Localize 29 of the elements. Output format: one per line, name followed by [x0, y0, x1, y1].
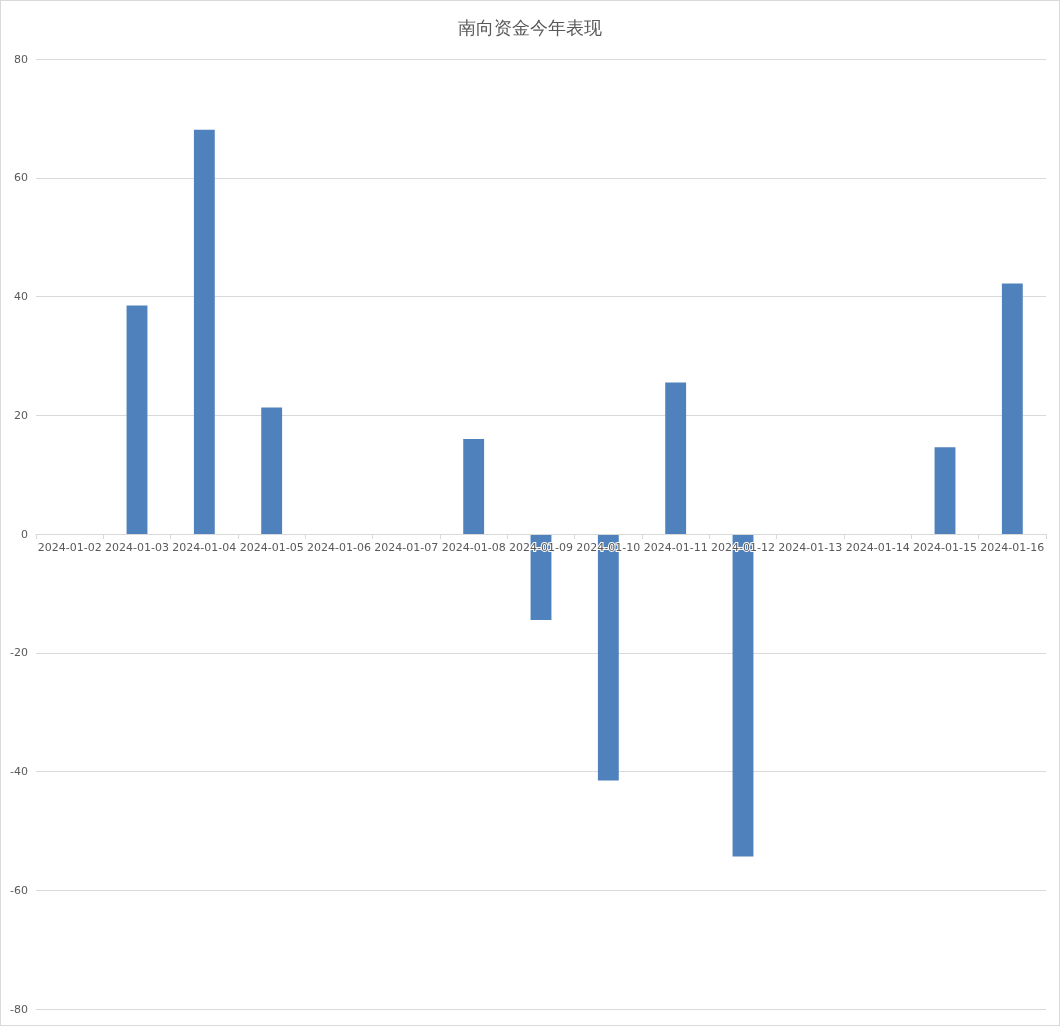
bar — [934, 447, 956, 534]
y-tick-label: -80 — [10, 1002, 28, 1016]
x-tick-label: 2024-01-13 — [778, 541, 843, 554]
y-tick-label: -40 — [10, 765, 28, 778]
x-tick-label: 2024-01-05 — [239, 541, 304, 554]
x-tick-label: 2024-01-07 — [374, 541, 439, 554]
x-tick-label: 2024-01-04 — [172, 541, 237, 554]
x-tick-label: 2024-01-03 — [105, 541, 169, 554]
bar — [665, 382, 687, 534]
y-tick-label: 0 — [21, 527, 28, 541]
y-tick-label: 60 — [14, 171, 28, 185]
x-tick-label: 2024-01-06 — [307, 541, 371, 554]
y-tick-label: 40 — [14, 290, 28, 303]
bar — [261, 407, 283, 534]
bar — [463, 439, 485, 534]
x-tick-label: 2024-01-16 — [980, 541, 1045, 554]
x-tick-label: 2024-01-15 — [913, 541, 977, 554]
x-tick-label: 2024-01-02 — [37, 541, 102, 554]
bar — [1001, 283, 1023, 534]
bar — [126, 305, 148, 534]
chart-title: 南向资金今年表现 — [458, 16, 602, 38]
x-tick-label: 2024-01-11 — [643, 541, 708, 554]
y-tick-label: 20 — [14, 408, 28, 422]
x-tick-label: 2024-01-14 — [845, 541, 910, 554]
x-tick-label: 2024-01-08 — [441, 541, 506, 554]
y-tick-label: -60 — [10, 883, 28, 897]
bar — [193, 129, 215, 534]
y-tick-label: -20 — [10, 646, 28, 660]
y-tick-label: 80 — [14, 52, 28, 66]
